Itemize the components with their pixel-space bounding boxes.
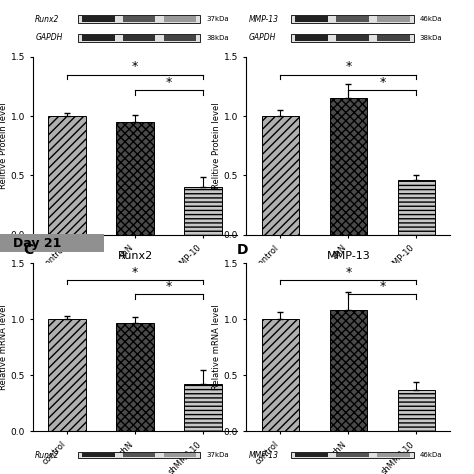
Bar bbox=[336, 35, 369, 41]
Title: Runx2: Runx2 bbox=[118, 251, 153, 261]
Bar bbox=[78, 15, 201, 23]
Text: 38kDa: 38kDa bbox=[206, 35, 229, 41]
Bar bbox=[398, 390, 435, 431]
Bar bbox=[123, 453, 155, 457]
Text: *: * bbox=[379, 280, 385, 293]
Text: MMP-13: MMP-13 bbox=[248, 15, 279, 24]
Bar bbox=[164, 35, 196, 41]
Text: Day 21: Day 21 bbox=[12, 237, 61, 250]
Text: *: * bbox=[345, 61, 352, 73]
Bar bbox=[184, 187, 222, 235]
Bar bbox=[262, 116, 299, 235]
Text: *: * bbox=[345, 266, 352, 279]
Text: GAPDH: GAPDH bbox=[248, 33, 276, 42]
Bar bbox=[295, 35, 328, 41]
Bar bbox=[82, 16, 115, 22]
Y-axis label: Relative mRNA level: Relative mRNA level bbox=[212, 304, 221, 390]
Bar bbox=[82, 453, 115, 457]
Text: C: C bbox=[24, 243, 34, 256]
Y-axis label: Relative mRNA level: Relative mRNA level bbox=[0, 304, 8, 390]
Bar bbox=[292, 34, 414, 42]
Bar bbox=[336, 16, 369, 22]
Bar bbox=[164, 453, 196, 457]
Bar bbox=[184, 384, 222, 431]
Bar bbox=[377, 16, 410, 22]
Bar bbox=[48, 319, 86, 431]
Bar bbox=[330, 99, 367, 235]
Bar bbox=[292, 453, 414, 457]
Y-axis label: Relitive Protein level: Relitive Protein level bbox=[0, 102, 8, 189]
Bar bbox=[164, 16, 196, 22]
Bar bbox=[336, 453, 369, 457]
Text: Runx2: Runx2 bbox=[35, 15, 60, 24]
Bar bbox=[330, 310, 367, 431]
Bar bbox=[123, 16, 155, 22]
Bar bbox=[295, 16, 328, 22]
Bar bbox=[78, 453, 201, 457]
Bar bbox=[292, 15, 414, 23]
Y-axis label: Relitive Protein level: Relitive Protein level bbox=[212, 102, 221, 189]
Text: 37kDa: 37kDa bbox=[206, 452, 229, 458]
Bar bbox=[398, 180, 435, 235]
Text: 37kDa: 37kDa bbox=[206, 16, 229, 22]
Text: *: * bbox=[132, 266, 138, 279]
Text: *: * bbox=[379, 76, 385, 89]
Text: 46kDa: 46kDa bbox=[419, 452, 442, 458]
Text: *: * bbox=[132, 61, 138, 73]
Text: Runx2: Runx2 bbox=[35, 451, 60, 459]
Bar bbox=[117, 122, 154, 235]
Bar bbox=[48, 116, 86, 235]
Text: MMP-13: MMP-13 bbox=[248, 451, 279, 459]
Bar bbox=[117, 322, 154, 431]
Text: 46kDa: 46kDa bbox=[419, 16, 442, 22]
Bar bbox=[123, 35, 155, 41]
Bar bbox=[78, 34, 201, 42]
Text: GAPDH: GAPDH bbox=[35, 33, 63, 42]
Text: *: * bbox=[166, 76, 172, 89]
Title: MMP-13: MMP-13 bbox=[327, 251, 370, 261]
Text: D: D bbox=[237, 243, 248, 256]
Bar bbox=[377, 35, 410, 41]
Bar bbox=[262, 319, 299, 431]
Bar bbox=[377, 453, 410, 457]
Bar bbox=[82, 35, 115, 41]
Text: *: * bbox=[166, 280, 172, 293]
Bar bbox=[295, 453, 328, 457]
Text: 38kDa: 38kDa bbox=[419, 35, 442, 41]
